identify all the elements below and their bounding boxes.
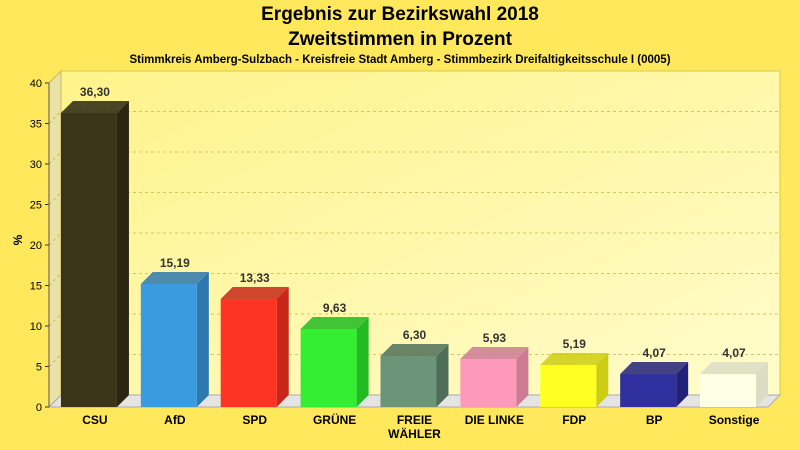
gridline-side: [48, 111, 62, 124]
bar-front: [540, 364, 597, 407]
bar-front: [220, 299, 277, 407]
gridline-side: [48, 192, 62, 205]
bar-top: [380, 343, 449, 356]
value-label: 4,07: [642, 346, 666, 360]
bar-top: [700, 362, 769, 375]
value-label: 6,30: [403, 328, 427, 342]
gridline-side: [48, 232, 62, 246]
bar-front: [700, 374, 757, 407]
bar: [140, 271, 209, 407]
bar-front: [300, 328, 357, 407]
value-label: 5,19: [563, 337, 587, 351]
bar-front: [460, 358, 517, 407]
y-tick-label: 25: [30, 200, 42, 212]
bar: [620, 362, 689, 407]
gridline-side: [48, 151, 62, 165]
value-label: 4,07: [722, 346, 746, 360]
bar-front: [60, 112, 117, 407]
gridline-side: [48, 273, 62, 286]
category-label: CSU: [82, 413, 107, 427]
bar-front: [380, 355, 437, 407]
bar-side: [196, 271, 209, 407]
bar-top: [620, 362, 689, 375]
value-label: 15,19: [160, 256, 190, 270]
bar-top: [300, 316, 369, 329]
bar-side: [676, 362, 689, 407]
bar-side: [356, 316, 369, 407]
bar: [300, 316, 369, 407]
bar-top: [540, 352, 609, 365]
y-tick-label: 15: [30, 281, 42, 293]
category-label: GRÜNE: [313, 412, 356, 427]
value-label: 9,63: [323, 301, 347, 315]
bar: [380, 343, 449, 407]
bar-top: [220, 287, 289, 300]
bar-top: [460, 346, 529, 359]
y-tick-label: 30: [30, 159, 42, 171]
bar-top: [140, 271, 209, 284]
bar: [540, 352, 609, 407]
category-label: DIE LINKE: [465, 413, 524, 427]
y-tick-label: 5: [36, 362, 42, 374]
value-label: 5,93: [483, 331, 507, 345]
chart-district: Stimmkreis Amberg-Sulzbach - Kreisfreie …: [129, 54, 671, 66]
gridline-side: [48, 313, 62, 327]
category-label: Sonstige: [709, 413, 760, 427]
value-label: 36,30: [80, 85, 110, 99]
gridline-side: [48, 354, 62, 367]
y-tick-label: 0: [36, 402, 42, 414]
bar: [220, 287, 289, 407]
bar-side: [516, 346, 529, 407]
gridline-side: [48, 70, 62, 84]
category-label: SPD: [242, 413, 267, 427]
bar-side: [436, 343, 449, 407]
y-tick-label: 35: [30, 119, 42, 131]
bar-side: [116, 100, 129, 407]
y-tick-label: 40: [30, 78, 42, 90]
category-label: AfD: [164, 413, 186, 427]
chart-title: Ergebnis zur Bezirkswahl 2018: [261, 4, 539, 25]
y-tick-label: 20: [30, 240, 42, 252]
value-label: 13,33: [240, 271, 270, 285]
y-tick-label: 10: [30, 321, 42, 333]
bar: [700, 362, 769, 407]
bar-side: [596, 352, 609, 407]
category-label: FREIE WÄHLER: [388, 413, 441, 441]
category-label: FDP: [562, 413, 586, 427]
bar-front: [140, 283, 197, 407]
category-label: BP: [646, 413, 663, 427]
y-axis-title: %: [11, 234, 25, 245]
bar-front: [620, 374, 677, 407]
bar-side: [756, 362, 769, 407]
bar: [60, 100, 129, 407]
bar: [460, 346, 529, 407]
bar-side: [276, 287, 289, 407]
bar-top: [60, 100, 129, 113]
chart-subtitle: Zweitstimmen in Prozent: [288, 29, 512, 50]
